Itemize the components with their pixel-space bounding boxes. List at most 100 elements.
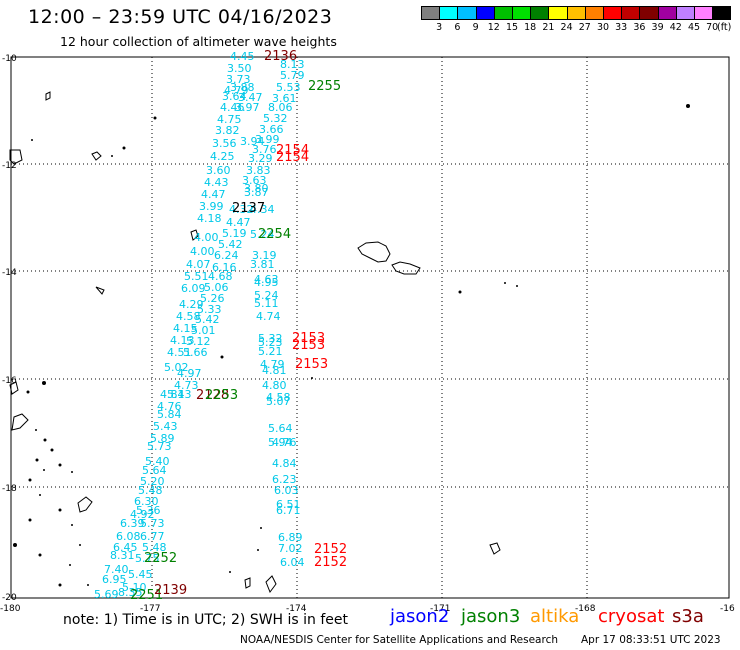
wave-height-value: 5.42 [218,238,243,251]
wave-height-value: 6.03 [274,484,299,497]
wave-height-value: 5.32 [263,112,288,125]
colorbar-label: 3 [436,22,443,33]
wave-height-value: 3.81 [250,258,275,271]
lat-label: -12 [2,161,17,171]
wave-height-value: 5.79 [280,69,305,82]
wave-height-value: 6.71 [276,504,301,517]
legend-s3a: s3a [672,606,704,627]
wave-height-value: 5.19 [222,227,247,240]
legend-altika: altika [530,606,580,627]
pass-time-labels: 2136225521542154213722542153215321532128… [130,49,347,603]
colorbar-label: 45 [687,22,701,33]
wave-height-value: 5.12 [186,335,211,348]
wave-height-value: 6.77 [140,530,165,543]
wave-height-value: 3.64 [222,90,247,103]
wave-height-value: 5.42 [195,313,220,326]
wave-height-value: 4.79 [260,358,285,371]
wave-height-value: 3.47 [238,91,263,104]
wave-height-value: 5.02 [164,361,189,374]
upolu-island [391,261,421,275]
wave-height-value: 4.58 [176,310,201,323]
pass-time-label: 2255 [308,79,341,94]
wave-height-value: 3.73 [226,73,251,86]
savaii-island [357,241,391,263]
wave-height-value: 6.39 [120,517,145,530]
colorbar-label: 6 [454,22,461,33]
wave-height-value: 3.88 [230,81,255,94]
wave-height-value: 5.10 [122,581,147,594]
wave-height-value: 6.89 [278,531,303,544]
wave-height-value: 4.43 [204,176,229,189]
wave-height-value: 4.79 [224,84,249,97]
lon-label: -168 [575,604,596,614]
wave-height-value: 3.87 [244,186,269,199]
wave-height-value: 3.99 [255,133,280,146]
wave-height-value: 3.29 [248,152,273,165]
pass-time-label: 2154 [276,143,309,158]
small-islets [13,104,690,587]
wave-height-value: 8.13 [280,58,305,71]
wave-height-value: 5.20 [140,475,165,488]
footnote: note: 1) Time is in UTC; 2) SWH is in fe… [63,612,349,628]
pass-time-label: 2253 [205,388,238,403]
wave-height-value: 4.92 [130,508,155,521]
colorbar-swatch [712,6,732,20]
wave-height-value: 4.29 [179,298,204,311]
wave-height-value: 3.56 [212,137,237,150]
wave-height-value: 5.73 [140,517,165,530]
colorbar-label: 15 [505,22,519,33]
map-frame [10,56,730,599]
lon-label: -180 [0,604,21,614]
coastlines [9,91,501,594]
wave-height-value: 4.00 [190,245,215,258]
pass-time-label: 2136 [264,49,297,64]
lat-label: -16 [2,376,17,386]
pass-time-label: 2128 [196,388,229,403]
lat-label: -20 [2,593,17,603]
wave-height-value: 3.97 [235,101,260,114]
wave-height-value: 3.63 [242,174,267,187]
colorbar-label: 24 [560,22,573,33]
wave-height-value: 3.80 [244,182,269,195]
pass-time-label: 2153 [292,338,325,353]
wave-height-value: 5.89 [150,432,175,445]
wave-height-labels: 4.453.50 8.13 3.73 5.79 4.79 5.53 3.88 3.61 3.64… [94,50,305,601]
wave-height-value: 5.24 [254,289,279,302]
wave-height-value: 3.60 [206,164,231,177]
pass-time-label: 2252 [144,551,177,566]
wave-height-value: 8.06 [268,101,293,114]
wave-height-value: 6.09 [181,282,206,295]
lat-label: -10 [2,54,17,64]
wave-height-value: 5.94 [268,436,293,449]
colorbar-label: 33 [615,22,628,33]
wave-height-value: 5.51 [184,270,209,283]
wave-height-value: 8.31 [110,549,135,562]
colorbar-label: 36 [633,22,646,33]
wave-height-value: 6.95 [102,573,127,586]
wave-height-value: 5.32 [258,332,283,345]
wave-height-value: 5.48 [142,541,167,554]
wave-height-value: 5.26 [200,292,225,305]
wave-height-value: 5.53 [276,81,301,94]
wave-height-value: 4.97 [177,367,202,380]
wave-height-value: 5.01 [191,324,216,337]
wave-height-value: 4.80 [262,379,287,392]
wave-height-value: 5.43 [167,388,192,401]
wave-height-value: 4.46 [220,101,245,114]
wave-height-value: 3.66 [259,123,284,136]
legend-jason3: jason3 [461,606,521,627]
colorbar-label: 27 [578,22,591,33]
wave-height-value: 4.18 [197,212,222,225]
wave-height-value: 5.64 [142,464,167,477]
pass-time-label: 2152 [314,542,347,557]
timestamp-text: Apr 17 08:33:51 UTC 2023 [581,634,721,646]
wave-height-value: 4.00 [194,231,219,244]
wave-height-value: 6.30 [134,495,159,508]
wave-height-value: 4.84 [272,457,297,470]
colorbar-label: 30 [596,22,610,33]
wave-height-value: 6.04 [280,556,305,569]
lon-label: -174 [286,604,307,614]
wave-height-value: 5.40 [145,455,170,468]
wave-height-value: 5.45 [128,568,153,581]
